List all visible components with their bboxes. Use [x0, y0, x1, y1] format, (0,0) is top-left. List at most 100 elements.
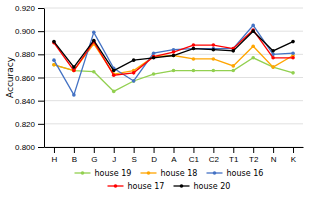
y-tick-mark [38, 31, 44, 32]
y-axis: 0.8000.8200.8400.8600.8800.9000.920 [15, 4, 45, 152]
series-point [112, 90, 116, 94]
x-tick-label: H [52, 155, 58, 164]
grid [44, 8, 303, 147]
y-tick: 0.920 [15, 4, 44, 13]
y-tick-mark [38, 124, 44, 125]
x-tick: D [151, 147, 157, 164]
series-point [132, 58, 136, 62]
series-point [72, 69, 76, 73]
series-point [231, 64, 235, 68]
x-tick: K [291, 147, 297, 164]
series [52, 24, 295, 97]
x-tick-label: D [151, 155, 157, 164]
series-point [52, 40, 56, 44]
grid-line [44, 77, 303, 78]
y-tick: 0.820 [15, 120, 44, 129]
series-line [54, 30, 293, 75]
series-line [54, 31, 293, 70]
x-tick: T1 [229, 147, 239, 164]
series-point [271, 56, 275, 60]
x-tick-mark [193, 147, 194, 153]
series-point [251, 29, 255, 33]
series-point [192, 69, 196, 73]
x-tick: C1 [189, 147, 200, 164]
x-tick-label: T2 [249, 155, 259, 164]
x-tick: S [131, 147, 136, 164]
y-tick: 0.860 [15, 74, 44, 83]
y-tick-label: 0.880 [15, 50, 36, 59]
x-tick-mark [253, 147, 254, 153]
plot-area: 0.8000.8200.8400.8600.8800.9000.920HBGJS… [15, 4, 304, 164]
x-tick-mark [114, 147, 115, 153]
series-line [54, 58, 293, 92]
series [52, 28, 295, 77]
y-tick-mark [38, 147, 44, 148]
chart: 0.8000.8200.8400.8600.8800.9000.920HBGJS… [0, 0, 311, 199]
legend-label: house 20 [194, 182, 231, 191]
x-tick-label: A [171, 155, 177, 164]
y-tick-label: 0.920 [15, 4, 36, 13]
series-point [192, 43, 196, 47]
series-point [251, 44, 255, 48]
series-point [291, 56, 295, 60]
x-tick-label: S [131, 155, 136, 164]
legend-item: house 19 [75, 169, 132, 178]
series [52, 56, 295, 93]
series-point [271, 65, 275, 69]
grid-line [44, 100, 303, 101]
x-tick: T2 [249, 147, 259, 164]
series-point [172, 54, 176, 58]
series-point [291, 71, 295, 75]
series-point [132, 79, 136, 83]
grid-line [44, 8, 303, 9]
series-point [231, 49, 235, 53]
series-point [231, 69, 235, 73]
series-point [212, 43, 216, 47]
x-tick-mark [154, 147, 155, 153]
legend-item: house 16 [207, 169, 264, 178]
legend-marker [81, 171, 85, 175]
grid-line [44, 123, 303, 124]
legend-label: house 18 [161, 169, 198, 178]
series-point [192, 57, 196, 61]
legend-marker [114, 184, 118, 188]
legend-label: house 19 [95, 169, 132, 178]
x-tick-label: K [291, 155, 297, 164]
y-axis-title: Accuracy [5, 56, 15, 98]
series-point [212, 57, 216, 61]
x-tick: H [52, 147, 58, 164]
y-axis-line [44, 9, 45, 148]
series-point [52, 58, 56, 62]
legend-item: house 18 [141, 169, 198, 178]
series-point [132, 79, 136, 83]
y-tick-mark [38, 78, 44, 79]
series-point [271, 49, 275, 53]
series-point [72, 69, 76, 73]
series-point [112, 69, 116, 73]
x-tick-label: B [72, 155, 77, 164]
x-tick: N [271, 147, 277, 164]
y-tick: 0.900 [15, 27, 44, 36]
series-group [52, 24, 295, 97]
x-tick-mark [233, 147, 234, 153]
legend-label: house 16 [227, 169, 264, 178]
x-tick-mark [273, 147, 274, 153]
x-tick-mark [54, 147, 55, 153]
series-point [92, 39, 96, 43]
series-point [212, 48, 216, 52]
y-tick-label: 0.820 [15, 120, 36, 129]
legend: house 19house 18house 16house 17house 20 [75, 169, 264, 191]
x-tick-label: T1 [229, 155, 239, 164]
x-tick: C2 [209, 147, 220, 164]
series [52, 29, 295, 72]
series-line [54, 25, 293, 95]
y-tick-mark [38, 8, 44, 9]
series-point [212, 69, 216, 73]
series-point [152, 56, 156, 60]
x-axis: HBGJSDAC1C2T1T2NK [45, 147, 304, 164]
y-tick-mark [38, 54, 44, 55]
x-tick-mark [293, 147, 294, 153]
x-tick: A [171, 147, 177, 164]
series-point [92, 70, 96, 74]
x-tick-mark [213, 147, 214, 153]
